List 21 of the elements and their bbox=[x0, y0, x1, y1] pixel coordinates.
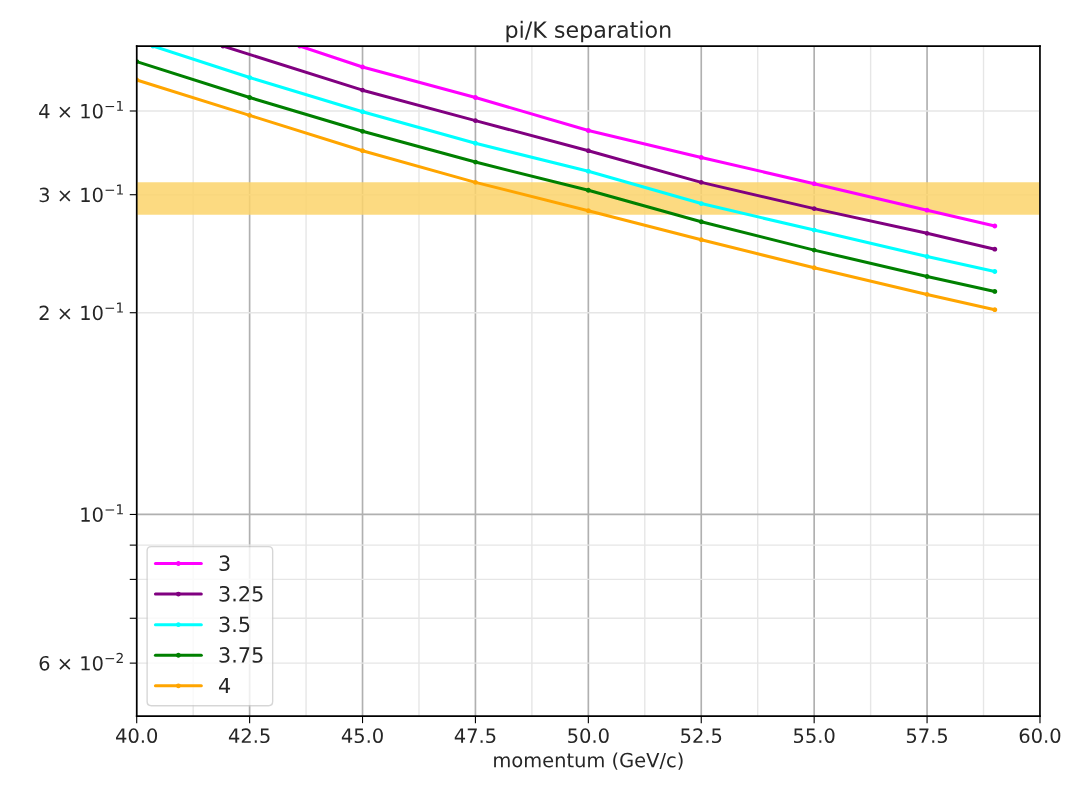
x-tick-label: 42.5 bbox=[228, 728, 270, 744]
x-tick-label: 47.5 bbox=[454, 728, 496, 744]
x-tick-label: 55.0 bbox=[794, 728, 835, 744]
y-tick-label: 4 × 10$^{−1}$ bbox=[39, 100, 123, 119]
y-tick-label: 10$^{−1}$ bbox=[81, 504, 123, 522]
x-tick-label: 57.5 bbox=[906, 728, 948, 744]
legend-label: 3.5 bbox=[219, 616, 250, 633]
legend-label: 3.25 bbox=[219, 585, 263, 602]
y-tick-label: 3 × 10$^{−1}$ bbox=[39, 184, 123, 203]
legend-label: 3.75 bbox=[219, 647, 263, 663]
legend-label: 3 bbox=[219, 555, 230, 572]
x-tick-label: 40.0 bbox=[116, 728, 158, 744]
chart-title: pi/K separation bbox=[506, 20, 671, 43]
x-tick-label: 50.0 bbox=[568, 728, 609, 744]
x-tick-label: 52.5 bbox=[681, 728, 722, 744]
x-tick-label: 45.0 bbox=[341, 728, 383, 744]
legend-label: 4 bbox=[218, 677, 231, 694]
x-axis-title: momentum (GeV/c) bbox=[494, 752, 683, 770]
x-tick-label: 60.0 bbox=[1019, 728, 1061, 744]
y-tick-label: 2 × 10$^{−1}$ bbox=[39, 302, 123, 321]
y-tick-label: 6 × 10$^{−2}$ bbox=[39, 652, 123, 671]
